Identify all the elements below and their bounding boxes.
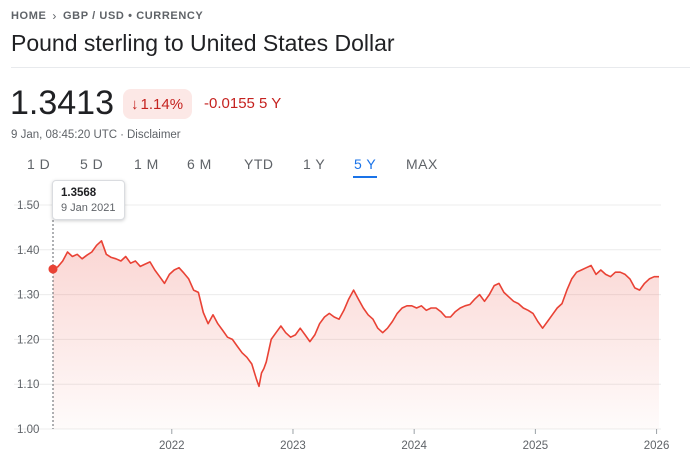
percent-change-value: 1.14%: [140, 95, 184, 113]
tooltip-date: 9 Jan 2021: [61, 202, 116, 214]
chart-tooltip: 1.3568 9 Jan 2021: [52, 180, 125, 220]
range-tab-1y[interactable]: 1 Y: [303, 156, 326, 172]
price-chart[interactable]: 1.00 1.10 1.20 1.30 1.40 1.50 2022 2023 2024 202…: [0, 178, 690, 465]
x-tick-label: 2022: [159, 440, 185, 452]
range-tab-1d[interactable]: 1 D: [27, 156, 51, 172]
y-tick-label: 1.30: [17, 290, 39, 302]
percent-change-badge: ↓ 1.14%: [123, 89, 193, 119]
current-price: 1.3413: [10, 84, 114, 122]
range-tab-5y[interactable]: 5 Y: [352, 156, 378, 178]
disclaimer-link[interactable]: Disclaimer: [126, 129, 181, 141]
x-tick-label: 2026: [644, 440, 670, 452]
range-tab-6m[interactable]: 6 M: [187, 156, 212, 172]
y-tick-label: 1.10: [17, 379, 39, 391]
tooltip-value: 1.3568: [61, 187, 97, 199]
hover-point: [48, 264, 58, 274]
divider: [11, 67, 690, 68]
absolute-change: -0.0155 5 Y: [204, 95, 282, 112]
price-line: [52, 240, 659, 388]
y-tick-label: 1.50: [17, 200, 39, 212]
range-tab-5d[interactable]: 5 D: [80, 156, 104, 172]
x-tick-label: 2024: [401, 440, 427, 452]
quote-timestamp: 9 Jan, 08:45:20 UTC: [11, 129, 118, 141]
breadcrumb: HOME › GBP / USD • CURRENCY: [11, 9, 203, 23]
y-tick-label: 1.40: [17, 245, 39, 257]
breadcrumb-home-link[interactable]: HOME: [11, 10, 47, 22]
breadcrumb-current: GBP / USD • CURRENCY: [63, 10, 204, 22]
range-tab-1m[interactable]: 1 M: [134, 156, 159, 172]
x-tick-label: 2025: [523, 440, 549, 452]
y-tick-label: 1.00: [17, 424, 39, 436]
page-title: Pound sterling to United States Dollar: [11, 30, 395, 56]
arrow-down-icon: ↓: [131, 95, 139, 113]
quote-meta: 9 Jan, 08:45:20 UTC · Disclaimer: [11, 129, 181, 141]
chevron-right-icon: ›: [52, 9, 58, 23]
y-tick-label: 1.20: [17, 334, 39, 346]
x-tick-label: 2023: [280, 440, 306, 452]
range-tab-ytd[interactable]: YTD: [244, 156, 274, 172]
range-tab-max[interactable]: MAX: [406, 156, 438, 172]
price-area-fill: [53, 240, 659, 429]
